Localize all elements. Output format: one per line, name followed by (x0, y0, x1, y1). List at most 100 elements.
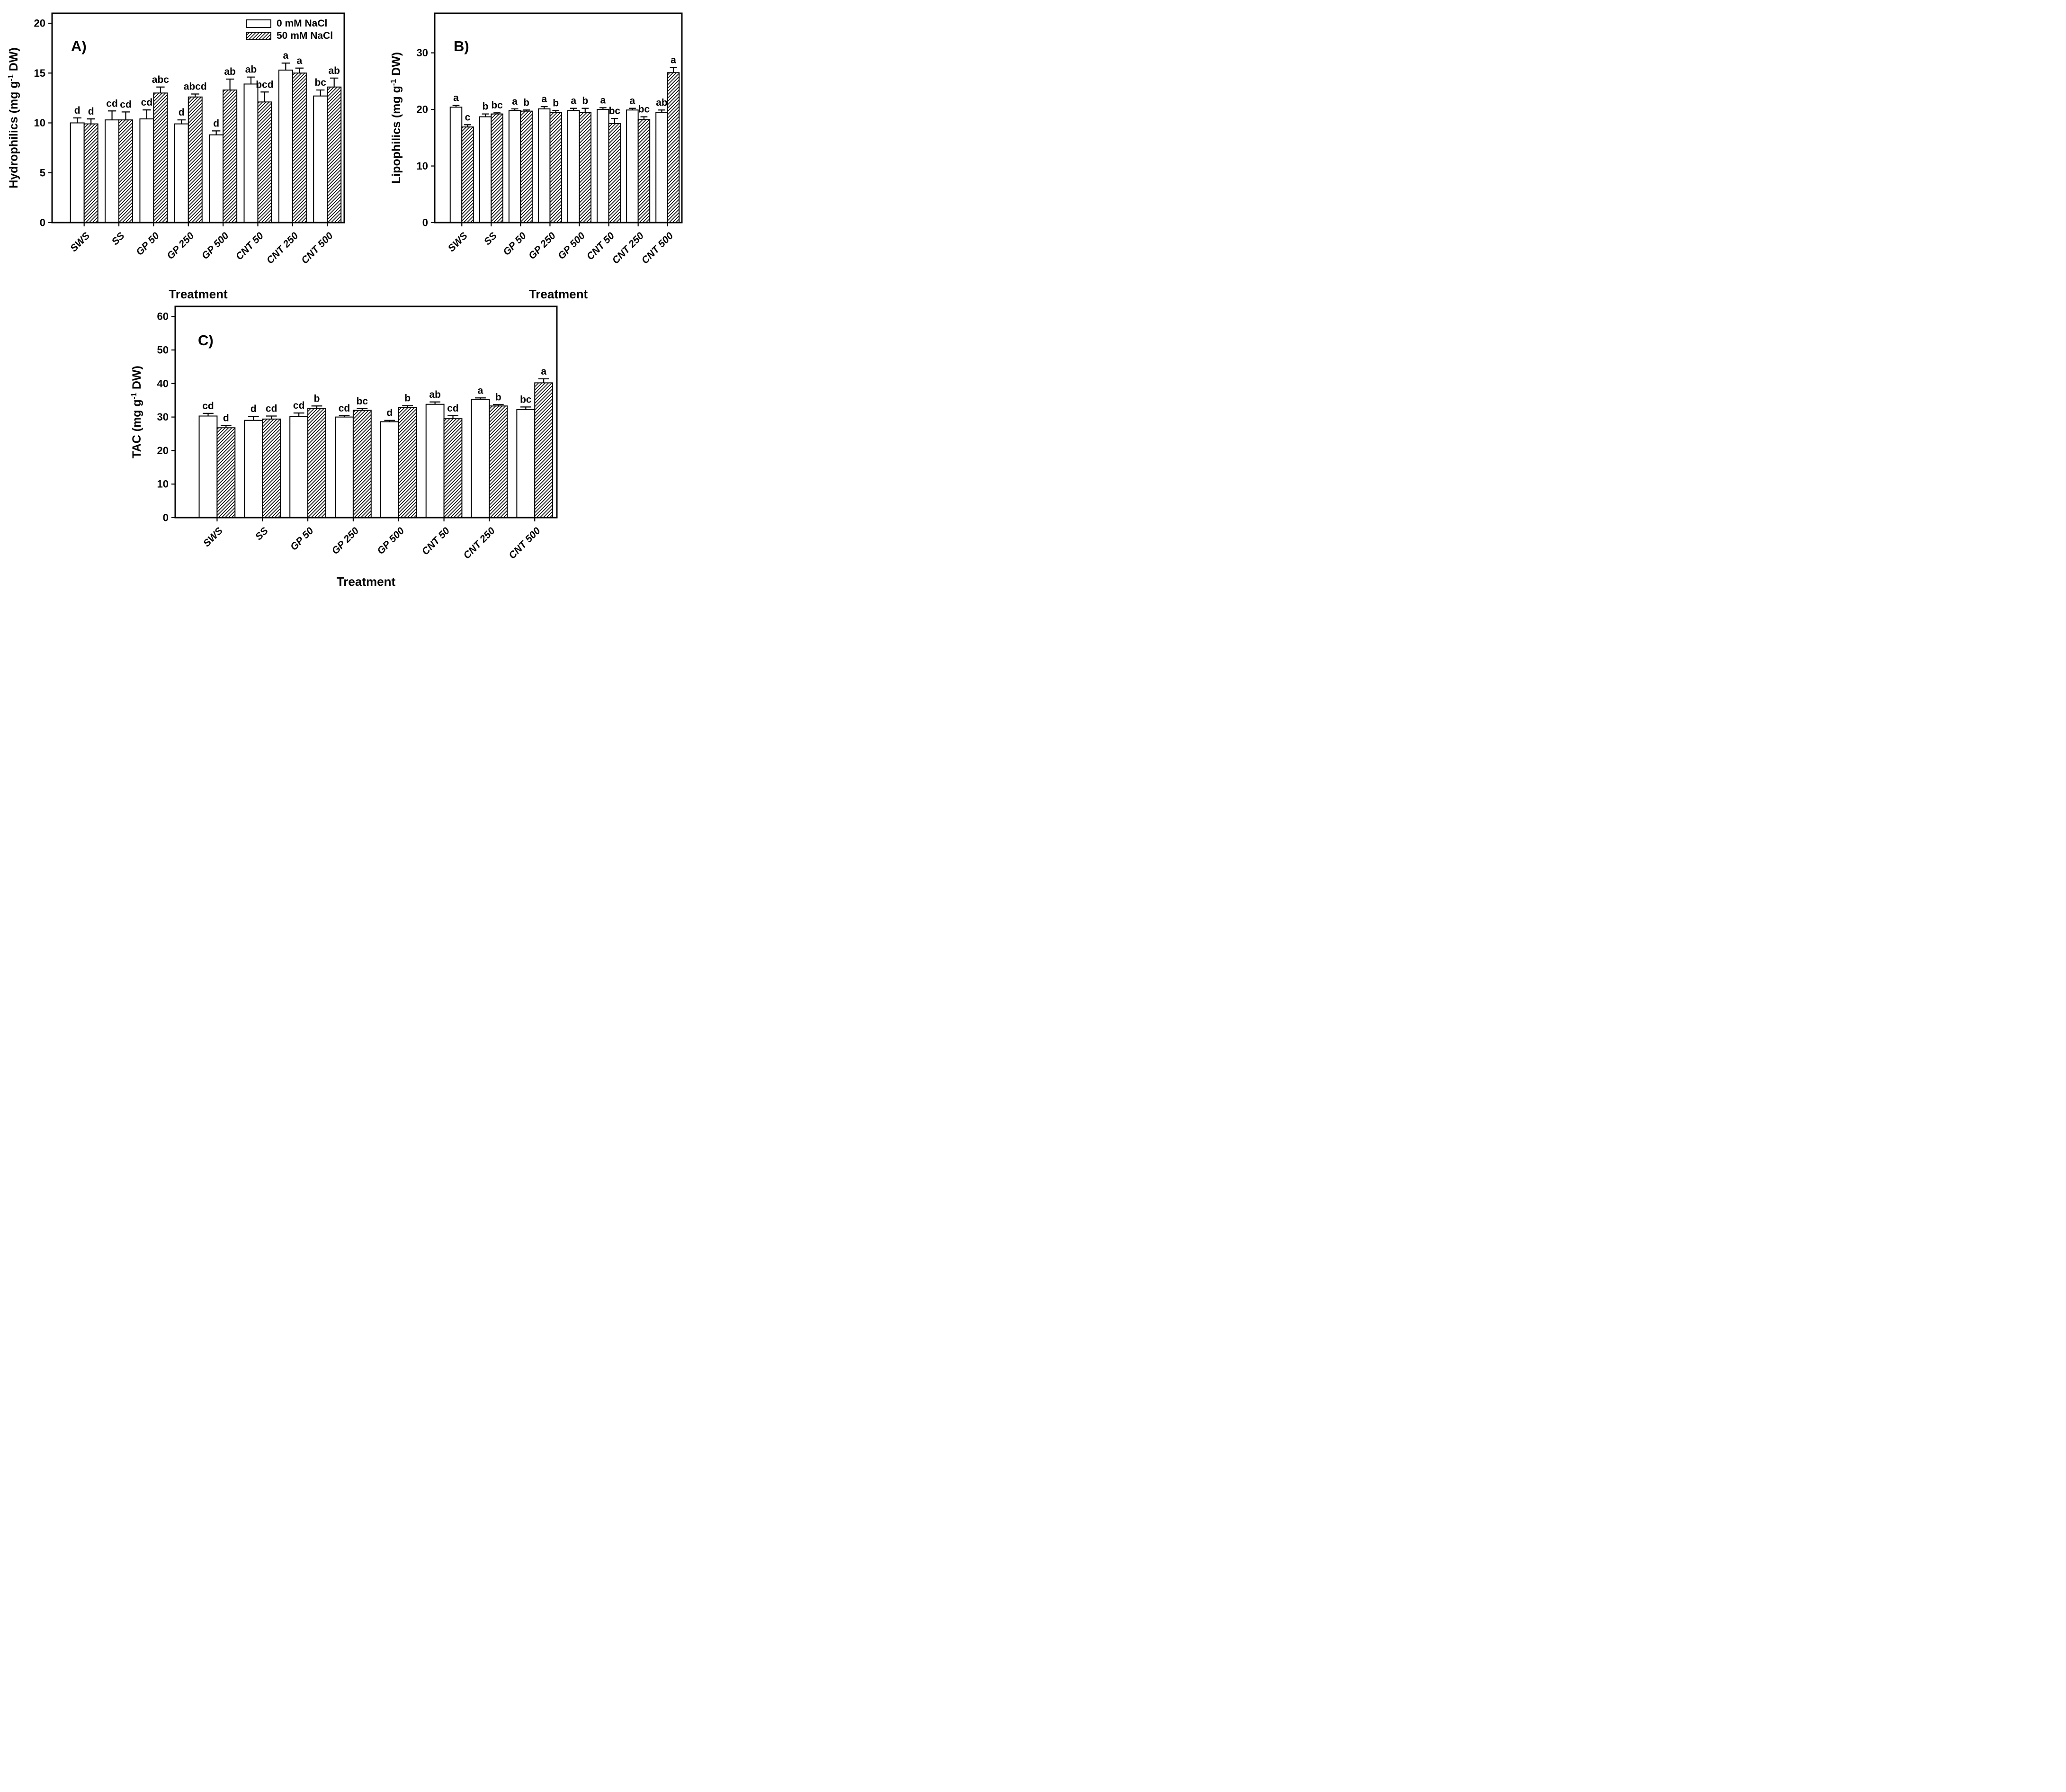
significance-letter: ab (429, 389, 441, 400)
significance-letter: a (296, 55, 302, 66)
bar-cnt50-50mm (257, 101, 272, 223)
y-axis-title: Hydrophilics (mg g-1 DW) (7, 47, 20, 188)
bar-ss-0mm (244, 420, 263, 519)
y-tick-label: 0 (163, 512, 169, 524)
y-tick-label: 20 (34, 18, 45, 29)
bar-cnt250-50mm (489, 405, 508, 518)
bar-cnt250-0mm (626, 109, 639, 223)
y-axis-title: TAC (mg g-1 DW) (130, 366, 143, 458)
bar-sws-50mm (461, 126, 474, 224)
bar-cnt250-0mm (278, 69, 293, 223)
bar-ss-50mm (262, 418, 281, 518)
significance-letter: b (495, 392, 501, 403)
significance-letter: c (465, 112, 471, 123)
x-axis-title: Treatment (529, 287, 588, 301)
significance-letter: b (523, 97, 529, 108)
significance-letter: bc (314, 77, 326, 88)
bar-gp250-0mm (335, 416, 354, 518)
panel-label: C) (198, 332, 214, 349)
significance-letter: bc (520, 394, 532, 405)
significance-letter: d (74, 105, 80, 116)
significance-letter: bc (357, 396, 368, 407)
y-axis-title: Lipophilics (mg g-1 DW) (390, 52, 403, 184)
y-tick-label: 40 (157, 377, 169, 389)
significance-letter: a (453, 93, 459, 104)
bar-gp50-50mm (520, 110, 533, 223)
bar-sws-50mm (216, 427, 236, 518)
significance-letter: cd (447, 403, 459, 414)
significance-letter: b (553, 98, 559, 108)
legend-swatch-0mm (246, 19, 271, 28)
bar-gp500-0mm (209, 134, 224, 223)
bar-ss-0mm (479, 116, 492, 223)
significance-letter: d (88, 106, 94, 117)
bar-gp250-50mm (188, 96, 203, 224)
significance-letter: d (250, 403, 257, 414)
y-tick-label: 10 (157, 478, 169, 490)
x-axis-title: Treatment (337, 574, 396, 589)
bar-cnt50-50mm (443, 418, 463, 519)
y-tick-label: 10 (34, 117, 45, 129)
significance-letter: ab (245, 64, 257, 75)
significance-letter: ab (656, 97, 668, 108)
significance-letter: b (404, 393, 411, 404)
plot-box (434, 12, 683, 224)
panel-label: B) (454, 38, 469, 54)
significance-letter: abcd (184, 81, 207, 92)
legend-swatch-50mm (246, 32, 271, 40)
significance-letter: cd (266, 403, 277, 414)
bar-sws-0mm (198, 415, 218, 518)
bar-gp500-50mm (223, 90, 238, 223)
legend-label: 0 mM NaCl (277, 18, 327, 29)
bar-cnt500-50mm (534, 382, 554, 519)
bar-cnt500-50mm (327, 86, 342, 223)
significance-letter: cd (202, 401, 214, 412)
bar-sws-50mm (83, 123, 98, 223)
bar-sws-0mm (70, 122, 85, 223)
x-axis-title: Treatment (169, 287, 228, 301)
bar-gp50-0mm (139, 118, 154, 223)
bar-cnt250-50mm (292, 72, 307, 224)
bar-cnt50-0mm (243, 83, 259, 223)
significance-letter: a (630, 96, 635, 107)
significance-letter: a (283, 50, 289, 61)
significance-letter: a (571, 96, 576, 107)
bar-sws-0mm (449, 107, 463, 223)
bar-cnt250-0mm (471, 399, 490, 518)
significance-letter: ab (224, 66, 236, 77)
legend-label: 50 mM NaCl (277, 30, 333, 41)
bar-gp500-50mm (398, 407, 417, 518)
bar-cnt50-0mm (597, 109, 609, 223)
bar-cnt50-0mm (425, 403, 445, 519)
bar-gp500-0mm (567, 110, 580, 223)
panel-label: A) (71, 38, 87, 54)
y-tick-label: 60 (157, 311, 169, 323)
significance-letter: bc (638, 104, 650, 115)
significance-letter: cd (339, 403, 350, 414)
bar-ss-50mm (118, 119, 134, 223)
significance-letter: a (600, 95, 606, 106)
significance-letter: a (541, 94, 547, 105)
plot-box (174, 305, 558, 519)
significance-letter: cd (106, 98, 118, 109)
significance-letter: cd (120, 99, 132, 110)
bar-cnt500-50mm (667, 72, 680, 223)
significance-letter: d (223, 412, 229, 423)
significance-letter: a (512, 96, 518, 107)
significance-letter: d (386, 408, 393, 419)
bar-gp250-0mm (537, 108, 551, 223)
significance-letter: bc (491, 100, 503, 111)
significance-letter: bcd (256, 79, 273, 90)
bar-cnt500-0mm (313, 95, 328, 223)
y-tick-label: 10 (417, 160, 428, 172)
significance-letter: a (671, 55, 676, 66)
significance-letter: d (179, 107, 185, 118)
bar-cnt500-0mm (516, 409, 536, 518)
y-tick-label: 15 (34, 67, 45, 79)
bar-gp500-0mm (380, 421, 399, 518)
y-tick-label: 30 (417, 47, 428, 59)
significance-letter: b (314, 393, 320, 404)
bar-gp50-0mm (508, 110, 521, 223)
